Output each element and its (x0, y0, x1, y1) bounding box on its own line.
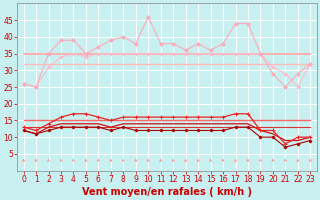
X-axis label: Vent moyen/en rafales ( km/h ): Vent moyen/en rafales ( km/h ) (82, 187, 252, 197)
